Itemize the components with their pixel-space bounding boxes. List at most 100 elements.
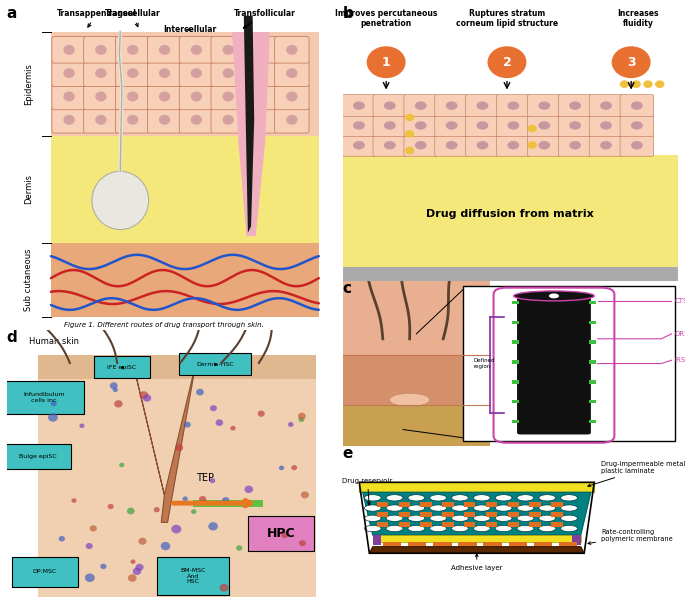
FancyBboxPatch shape xyxy=(527,114,561,136)
FancyBboxPatch shape xyxy=(534,542,552,547)
Circle shape xyxy=(240,500,249,507)
Text: Rate-controlling
polymeric membrane: Rate-controlling polymeric membrane xyxy=(588,529,673,544)
Circle shape xyxy=(161,542,171,551)
FancyBboxPatch shape xyxy=(588,400,596,403)
FancyBboxPatch shape xyxy=(377,512,388,517)
FancyBboxPatch shape xyxy=(399,512,410,517)
Ellipse shape xyxy=(538,121,550,130)
Circle shape xyxy=(71,499,77,503)
Circle shape xyxy=(216,419,223,426)
Circle shape xyxy=(142,394,151,401)
FancyBboxPatch shape xyxy=(5,444,71,469)
Circle shape xyxy=(299,417,304,422)
Circle shape xyxy=(230,426,236,431)
FancyBboxPatch shape xyxy=(147,83,182,110)
Ellipse shape xyxy=(539,495,556,501)
Circle shape xyxy=(153,507,160,513)
Text: Adhesive layer: Adhesive layer xyxy=(451,554,503,571)
Text: 1: 1 xyxy=(382,56,390,68)
FancyBboxPatch shape xyxy=(517,296,591,434)
Ellipse shape xyxy=(390,393,429,406)
Text: Drug-impermeable metallic
plastic laminate: Drug-impermeable metallic plastic lamina… xyxy=(588,461,685,486)
Ellipse shape xyxy=(254,115,266,125)
Polygon shape xyxy=(133,363,196,522)
FancyBboxPatch shape xyxy=(558,134,592,156)
Text: Human skin: Human skin xyxy=(29,337,79,346)
FancyBboxPatch shape xyxy=(211,83,245,110)
FancyBboxPatch shape xyxy=(243,37,277,63)
Circle shape xyxy=(127,508,135,514)
FancyBboxPatch shape xyxy=(147,60,182,86)
FancyBboxPatch shape xyxy=(12,557,78,587)
Ellipse shape xyxy=(95,115,107,125)
Polygon shape xyxy=(373,535,581,542)
FancyBboxPatch shape xyxy=(435,134,469,156)
Circle shape xyxy=(366,46,406,78)
Text: TEP: TEP xyxy=(197,474,214,483)
FancyBboxPatch shape xyxy=(458,542,477,547)
Circle shape xyxy=(139,391,148,399)
Ellipse shape xyxy=(451,505,469,511)
Ellipse shape xyxy=(539,515,556,521)
FancyBboxPatch shape xyxy=(421,512,432,517)
FancyBboxPatch shape xyxy=(248,516,314,551)
FancyBboxPatch shape xyxy=(38,354,316,379)
Ellipse shape xyxy=(538,141,550,150)
Text: Dermis: Dermis xyxy=(25,174,34,204)
FancyBboxPatch shape xyxy=(404,114,438,136)
FancyBboxPatch shape xyxy=(408,542,426,547)
Ellipse shape xyxy=(600,141,612,150)
FancyBboxPatch shape xyxy=(512,321,519,324)
Circle shape xyxy=(108,504,114,509)
FancyBboxPatch shape xyxy=(421,502,432,507)
FancyBboxPatch shape xyxy=(52,37,86,63)
Ellipse shape xyxy=(127,68,138,78)
Ellipse shape xyxy=(384,101,396,110)
FancyBboxPatch shape xyxy=(373,114,407,136)
Ellipse shape xyxy=(353,101,365,110)
FancyBboxPatch shape xyxy=(211,37,245,63)
Circle shape xyxy=(299,540,306,546)
FancyBboxPatch shape xyxy=(466,134,499,156)
FancyBboxPatch shape xyxy=(243,60,277,86)
Text: 2: 2 xyxy=(503,56,511,68)
Circle shape xyxy=(298,412,306,420)
FancyBboxPatch shape xyxy=(551,502,562,507)
Circle shape xyxy=(245,486,253,493)
Text: CTS: CTS xyxy=(675,298,685,304)
Ellipse shape xyxy=(569,141,581,150)
Ellipse shape xyxy=(508,101,519,110)
FancyBboxPatch shape xyxy=(486,502,497,507)
Ellipse shape xyxy=(190,68,202,78)
Ellipse shape xyxy=(560,505,577,511)
Circle shape xyxy=(288,422,294,427)
Ellipse shape xyxy=(517,505,534,511)
FancyBboxPatch shape xyxy=(530,502,541,507)
Ellipse shape xyxy=(495,495,512,501)
FancyBboxPatch shape xyxy=(530,512,541,517)
Ellipse shape xyxy=(386,505,403,511)
Text: Drug diffusion from matrix: Drug diffusion from matrix xyxy=(427,209,594,219)
FancyBboxPatch shape xyxy=(508,522,519,527)
Text: Transfollicular: Transfollicular xyxy=(234,9,296,28)
Text: b: b xyxy=(342,6,353,21)
Ellipse shape xyxy=(364,515,381,521)
Ellipse shape xyxy=(600,101,612,110)
FancyBboxPatch shape xyxy=(179,353,251,375)
Ellipse shape xyxy=(364,495,381,501)
Ellipse shape xyxy=(429,505,447,511)
Ellipse shape xyxy=(473,515,490,521)
Ellipse shape xyxy=(538,101,550,110)
Circle shape xyxy=(281,532,288,538)
Circle shape xyxy=(620,80,629,88)
Circle shape xyxy=(112,387,118,392)
FancyBboxPatch shape xyxy=(52,83,86,110)
FancyBboxPatch shape xyxy=(443,522,453,527)
Ellipse shape xyxy=(477,141,488,150)
Circle shape xyxy=(182,496,188,501)
Ellipse shape xyxy=(286,68,297,78)
FancyBboxPatch shape xyxy=(116,106,150,133)
Circle shape xyxy=(79,423,84,428)
Text: IFE epiSC: IFE epiSC xyxy=(108,365,136,370)
FancyBboxPatch shape xyxy=(342,281,490,355)
